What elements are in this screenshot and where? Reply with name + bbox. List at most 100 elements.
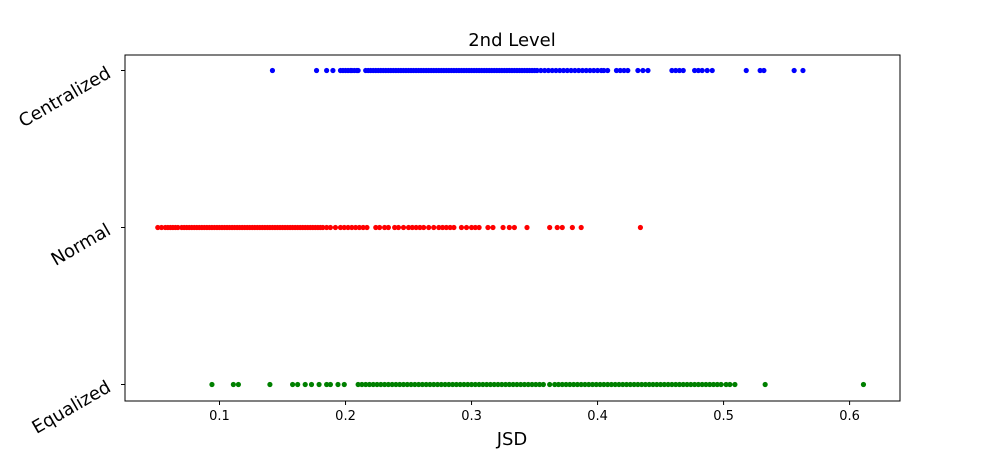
- data-point: [431, 381, 437, 388]
- data-point: [417, 224, 423, 231]
- data-point: [376, 224, 383, 231]
- data-point: [230, 381, 236, 388]
- data-point: [631, 381, 637, 388]
- data-point: [555, 381, 562, 388]
- data-point: [381, 224, 388, 231]
- data-point: [506, 381, 512, 388]
- data-point: [676, 381, 683, 388]
- data-point: [472, 381, 478, 388]
- data-point: [506, 224, 512, 231]
- data-point: [680, 67, 686, 74]
- data-point: [597, 381, 603, 388]
- data-point: [650, 381, 656, 388]
- series-normal: [155, 224, 644, 231]
- data-point: [578, 381, 584, 388]
- data-point: [158, 224, 165, 231]
- x-axis-label: JSD: [496, 429, 528, 450]
- data-point: [800, 67, 806, 74]
- data-point: [563, 381, 569, 388]
- data-point: [714, 381, 720, 388]
- data-point: [572, 67, 578, 74]
- data-point: [538, 67, 544, 74]
- x-axis: 0.1 0.2 0.3 0.4 0.5 0.6: [209, 401, 860, 424]
- data-point: [370, 381, 376, 388]
- data-point: [374, 381, 380, 388]
- data-point: [691, 67, 698, 74]
- data-point: [413, 224, 419, 231]
- data-point: [567, 381, 573, 388]
- data-point: [676, 67, 683, 74]
- data-point: [373, 224, 379, 231]
- data-point: [267, 381, 273, 388]
- data-point: [427, 381, 433, 388]
- data-point: [583, 67, 589, 74]
- data-point: [330, 67, 336, 74]
- data-point: [608, 381, 615, 388]
- data-point: [447, 224, 453, 231]
- x-tick-label: 0.4: [587, 409, 608, 424]
- data-point: [453, 381, 460, 388]
- data-point: [569, 224, 575, 231]
- data-point: [587, 67, 593, 74]
- data-point: [718, 381, 724, 388]
- data-point: [408, 381, 414, 388]
- data-point: [360, 224, 366, 231]
- data-point: [476, 381, 482, 388]
- data-point: [552, 381, 558, 388]
- data-point: [405, 224, 412, 231]
- data-point: [439, 224, 446, 231]
- data-point: [553, 67, 559, 74]
- data-point: [355, 381, 361, 388]
- data-point: [762, 381, 768, 388]
- data-point: [549, 67, 555, 74]
- y-category-label-centralized: Centralized: [15, 63, 114, 132]
- data-point: [316, 381, 322, 388]
- data-point: [757, 67, 763, 74]
- data-point: [393, 381, 399, 388]
- data-point: [699, 381, 705, 388]
- data-point: [704, 67, 710, 74]
- data-point: [557, 67, 563, 74]
- data-point: [547, 381, 553, 388]
- data-point: [640, 67, 646, 74]
- data-point: [438, 381, 444, 388]
- data-point: [416, 381, 422, 388]
- series-centralized: [269, 67, 806, 74]
- data-point: [490, 224, 496, 231]
- data-point: [356, 224, 362, 231]
- data-point: [412, 381, 418, 388]
- data-point: [327, 224, 334, 231]
- data-point: [579, 67, 586, 74]
- data-point: [235, 381, 242, 388]
- data-point: [617, 67, 623, 74]
- data-point: [695, 67, 701, 74]
- data-point: [404, 381, 410, 388]
- data-point: [646, 381, 652, 388]
- x-tick-label: 0.1: [209, 409, 230, 424]
- data-point: [645, 67, 651, 74]
- data-point: [345, 224, 351, 231]
- data-point: [743, 67, 749, 74]
- data-point: [669, 381, 675, 388]
- data-point: [353, 224, 359, 231]
- data-point: [443, 224, 449, 231]
- data-point: [524, 224, 530, 231]
- data-point: [480, 381, 486, 388]
- data-point: [639, 381, 645, 388]
- data-point: [534, 67, 540, 74]
- data-point: [423, 381, 429, 388]
- x-tick-label: 0.5: [713, 409, 734, 424]
- data-point: [491, 381, 497, 388]
- data-point: [761, 67, 767, 74]
- data-point: [392, 224, 398, 231]
- data-point: [327, 381, 334, 388]
- data-point: [485, 224, 491, 231]
- data-point: [209, 381, 215, 388]
- data-point: [302, 381, 308, 388]
- series-equalized: [209, 381, 867, 388]
- data-point: [533, 381, 539, 388]
- data-point: [349, 224, 355, 231]
- data-point: [669, 67, 675, 74]
- data-point: [397, 381, 403, 388]
- data-point: [625, 67, 631, 74]
